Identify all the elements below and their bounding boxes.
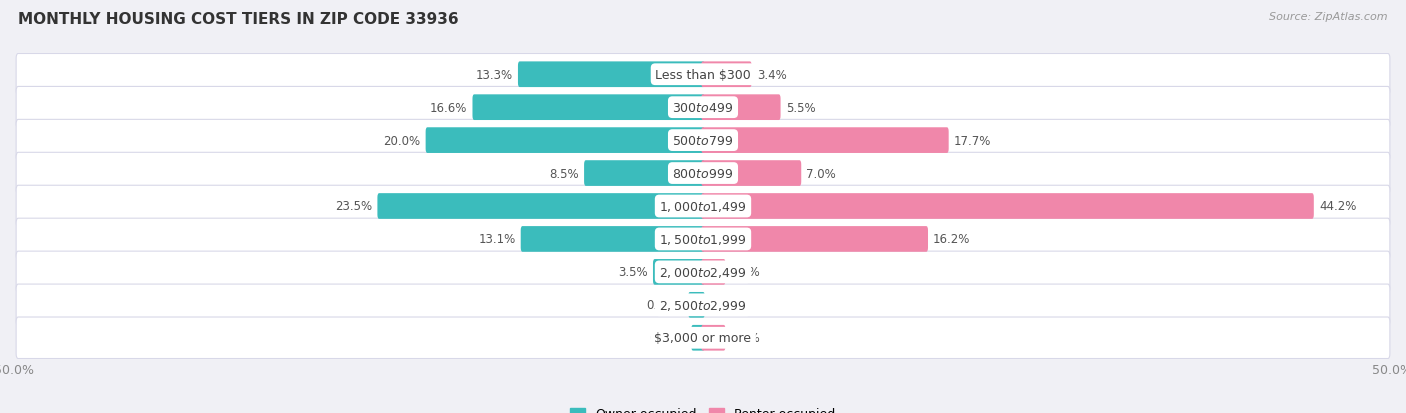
Text: 0.0%: 0.0% bbox=[710, 299, 740, 311]
FancyBboxPatch shape bbox=[15, 120, 1391, 161]
FancyBboxPatch shape bbox=[15, 252, 1391, 293]
Text: $1,500 to $1,999: $1,500 to $1,999 bbox=[659, 233, 747, 246]
Text: 16.2%: 16.2% bbox=[934, 233, 970, 246]
Text: 0.94%: 0.94% bbox=[645, 299, 683, 311]
Text: 17.7%: 17.7% bbox=[953, 134, 991, 147]
FancyBboxPatch shape bbox=[702, 161, 801, 186]
Text: 44.2%: 44.2% bbox=[1319, 200, 1357, 213]
FancyBboxPatch shape bbox=[652, 259, 704, 285]
Text: 16.6%: 16.6% bbox=[430, 102, 467, 114]
Text: $500 to $799: $500 to $799 bbox=[672, 134, 734, 147]
FancyBboxPatch shape bbox=[15, 285, 1391, 326]
FancyBboxPatch shape bbox=[692, 325, 704, 351]
Text: $800 to $999: $800 to $999 bbox=[672, 167, 734, 180]
Legend: Owner-occupied, Renter-occupied: Owner-occupied, Renter-occupied bbox=[569, 407, 837, 413]
FancyBboxPatch shape bbox=[426, 128, 704, 154]
Text: Source: ZipAtlas.com: Source: ZipAtlas.com bbox=[1270, 12, 1388, 22]
Text: $2,500 to $2,999: $2,500 to $2,999 bbox=[659, 298, 747, 312]
Text: $1,000 to $1,499: $1,000 to $1,499 bbox=[659, 199, 747, 214]
FancyBboxPatch shape bbox=[702, 259, 725, 285]
FancyBboxPatch shape bbox=[15, 87, 1391, 128]
Text: 1.5%: 1.5% bbox=[731, 332, 761, 344]
FancyBboxPatch shape bbox=[15, 186, 1391, 227]
FancyBboxPatch shape bbox=[15, 218, 1391, 260]
Text: 7.0%: 7.0% bbox=[807, 167, 837, 180]
Text: 3.5%: 3.5% bbox=[619, 266, 648, 279]
FancyBboxPatch shape bbox=[702, 62, 752, 88]
FancyBboxPatch shape bbox=[377, 194, 704, 219]
FancyBboxPatch shape bbox=[702, 325, 725, 351]
Text: 0.72%: 0.72% bbox=[650, 332, 686, 344]
Text: 8.5%: 8.5% bbox=[550, 167, 579, 180]
FancyBboxPatch shape bbox=[520, 227, 704, 252]
FancyBboxPatch shape bbox=[517, 62, 704, 88]
FancyBboxPatch shape bbox=[15, 317, 1391, 358]
Text: $300 to $499: $300 to $499 bbox=[672, 102, 734, 114]
Text: $3,000 or more: $3,000 or more bbox=[655, 332, 751, 344]
Text: 13.1%: 13.1% bbox=[478, 233, 516, 246]
FancyBboxPatch shape bbox=[702, 128, 949, 154]
Text: 13.3%: 13.3% bbox=[475, 69, 513, 81]
Text: 5.5%: 5.5% bbox=[786, 102, 815, 114]
Text: 1.5%: 1.5% bbox=[731, 266, 761, 279]
Text: 23.5%: 23.5% bbox=[335, 200, 373, 213]
Text: Less than $300: Less than $300 bbox=[655, 69, 751, 81]
Text: 20.0%: 20.0% bbox=[384, 134, 420, 147]
Text: MONTHLY HOUSING COST TIERS IN ZIP CODE 33936: MONTHLY HOUSING COST TIERS IN ZIP CODE 3… bbox=[18, 12, 458, 27]
FancyBboxPatch shape bbox=[15, 153, 1391, 195]
FancyBboxPatch shape bbox=[702, 95, 780, 121]
Text: $2,000 to $2,499: $2,000 to $2,499 bbox=[659, 265, 747, 279]
FancyBboxPatch shape bbox=[15, 55, 1391, 96]
FancyBboxPatch shape bbox=[689, 292, 704, 318]
FancyBboxPatch shape bbox=[702, 194, 1313, 219]
FancyBboxPatch shape bbox=[702, 227, 928, 252]
FancyBboxPatch shape bbox=[583, 161, 704, 186]
FancyBboxPatch shape bbox=[472, 95, 704, 121]
Text: 3.4%: 3.4% bbox=[756, 69, 786, 81]
